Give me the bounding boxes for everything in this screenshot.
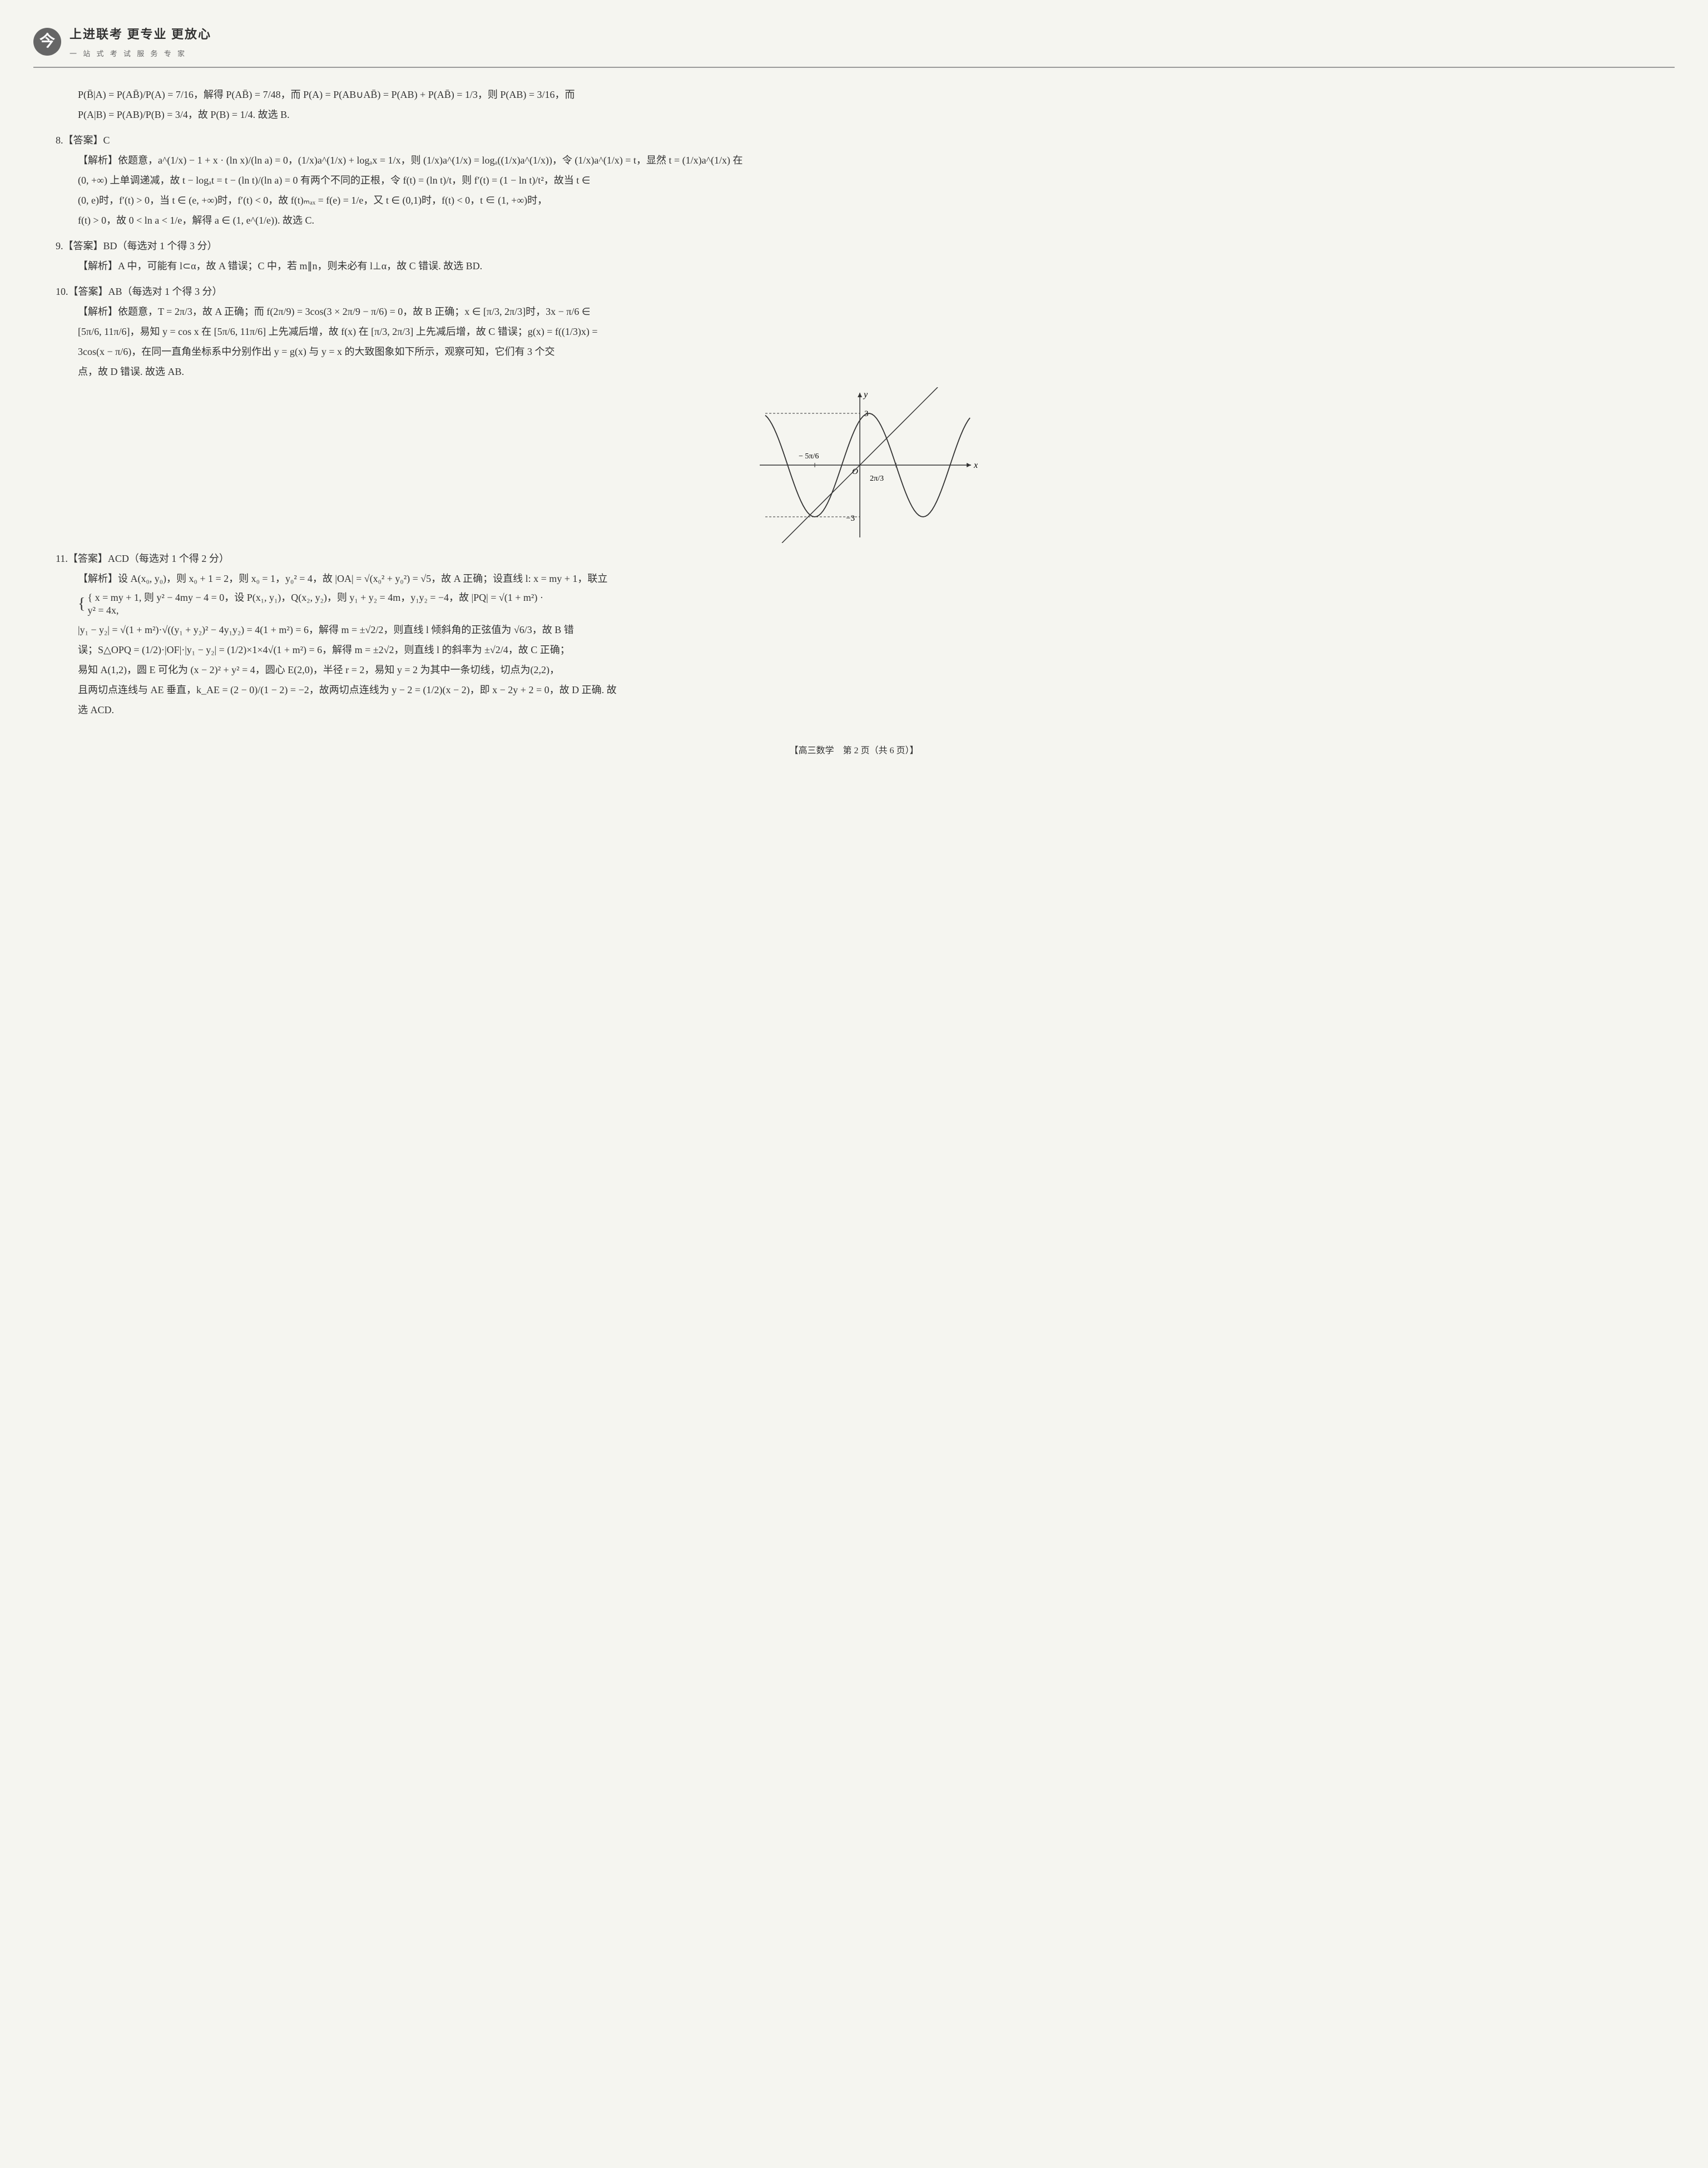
q10-analysis-label: 【解析】: [78, 306, 118, 317]
q11-line-1: 设 A(x₀, y₀)，则 x₀ + 1 = 2，则 x₀ = 1，y₀² = …: [118, 573, 607, 584]
q9-analysis: 【解析】A 中，可能有 l⊂α，故 A 错误；C 中，若 m∥n，则未必有 l⊥…: [56, 256, 1675, 276]
q10-line-1: 依题意，T = 2π/3，故 A 正确；而 f(2π/9) = 3cos(3 ×…: [118, 306, 591, 317]
q11-line-5: 易知 A(1,2)，圆 E 可化为 (x − 2)² + y² = 4，圆心 E…: [78, 660, 1675, 680]
question-10: 10.【答案】AB（每选对 1 个得 3 分） 【解析】依题意，T = 2π/3…: [56, 282, 1675, 543]
q8-line-3: (0, e)时，f′(t) > 0，当 t ∈ (e, +∞)时，f′(t) <…: [78, 190, 1675, 210]
y-axis-label: y: [863, 390, 868, 399]
q11-line-2: { x = my + 1, 则 y² − 4my − 4 = 0，设 P(x₁,…: [87, 591, 543, 604]
q11-answer-label: 11.【答案】ACD（每选对 1 个得 2 分）: [56, 549, 1675, 569]
q8-line-4: f(t) > 0，故 0 < ln a < 1/e，解得 a ∈ (1, e^(…: [78, 210, 1675, 230]
q9-answer-label: 9.【答案】BD（每选对 1 个得 3 分）: [56, 236, 1675, 256]
q8-analysis: 【解析】依题意，a^(1/x) − 1 + x · (ln x)/(ln a) …: [56, 150, 1675, 230]
q9-analysis-label: 【解析】: [78, 260, 118, 271]
page-footer: 【高三数学 第 2 页（共 6 页）】: [33, 742, 1675, 760]
header-title: 上进联考 更专业 更放心: [70, 22, 211, 47]
q10-analysis: 【解析】依题意，T = 2π/3，故 A 正确；而 f(2π/9) = 3cos…: [56, 302, 1675, 382]
q11-analysis-label: 【解析】: [78, 573, 118, 584]
q11-line-3: |y₁ − y₂| = √(1 + m²)·√((y₁ + y₂)² − 4y₁…: [78, 620, 1675, 640]
question-8: 8.【答案】C 【解析】依题意，a^(1/x) − 1 + x · (ln x)…: [56, 130, 1675, 230]
q8-line-1: 依题意，a^(1/x) − 1 + x · (ln x)/(ln a) = 0，…: [118, 155, 743, 166]
q11-line-2b: y² = 4x,: [87, 604, 543, 617]
q11-analysis: 【解析】设 A(x₀, y₀)，则 x₀ + 1 = 2，则 x₀ = 1，y₀…: [56, 569, 1675, 720]
cont-line-1: P(B̄|A) = P(AB̄)/P(A) = 7/16，解得 P(AB̄) =…: [78, 85, 1675, 105]
q8-line-2: (0, +∞) 上单调递减，故 t − logₐt = t − (ln t)/(…: [78, 170, 1675, 190]
cont-line-2: P(A|B) = P(AB)/P(B) = 3/4，故 P(B) = 1/4. …: [78, 105, 1675, 125]
x-tick-neg: − 5π/6: [799, 452, 819, 461]
continuation-block: P(B̄|A) = P(AB̄)/P(A) = 7/16，解得 P(AB̄) =…: [56, 85, 1675, 125]
q11-line-4: 误；S△OPQ = (1/2)·|OF|·|y₁ − y₂| = (1/2)×1…: [78, 640, 1675, 660]
page-header: 今 上进联考 更专业 更放心 一 站 式 考 试 服 务 专 家: [33, 22, 1675, 68]
q9-line-1: A 中，可能有 l⊂α，故 A 错误；C 中，若 m∥n，则未必有 l⊥α，故 …: [118, 260, 482, 271]
question-9: 9.【答案】BD（每选对 1 个得 3 分） 【解析】A 中，可能有 l⊂α，故…: [56, 236, 1675, 276]
header-subtitle: 一 站 式 考 试 服 务 专 家: [70, 47, 211, 61]
q10-line-4: 点，故 D 错误. 故选 AB.: [78, 362, 1675, 382]
x-axis-label: x: [973, 461, 978, 470]
q10-answer-label: 10.【答案】AB（每选对 1 个得 3 分）: [56, 282, 1675, 302]
x-axis-arrow-icon: [967, 463, 971, 467]
q8-answer-label: 8.【答案】C: [56, 130, 1675, 150]
y-min-label: −3: [846, 514, 855, 523]
logo-icon: 今: [33, 28, 61, 56]
q11-line-6: 且两切点连线与 AE 垂直，k_AE = (2 − 0)/(1 − 2) = −…: [78, 680, 1675, 700]
q10-line-3: 3cos(x − π/6)，在同一直角坐标系中分别作出 y = g(x) 与 y…: [78, 342, 1675, 362]
q10-line-2: [5π/6, 11π/6]，易知 y = cos x 在 [5π/6, 11π/…: [78, 322, 1675, 342]
question-11: 11.【答案】ACD（每选对 1 个得 2 分） 【解析】设 A(x₀, y₀)…: [56, 549, 1675, 720]
header-text-block: 上进联考 更专业 更放心 一 站 式 考 试 服 务 专 家: [70, 22, 211, 61]
brace-icon: {: [78, 589, 85, 620]
q10-graph: x y O 3 −3 2π/3 − 5π/6: [749, 387, 982, 543]
q8-analysis-label: 【解析】: [78, 155, 118, 166]
main-content: P(B̄|A) = P(AB̄)/P(A) = 7/16，解得 P(AB̄) =…: [33, 85, 1675, 720]
q11-line-7: 选 ACD.: [78, 700, 1675, 720]
y-axis-arrow-icon: [858, 393, 862, 397]
x-tick-pos: 2π/3: [870, 475, 884, 483]
